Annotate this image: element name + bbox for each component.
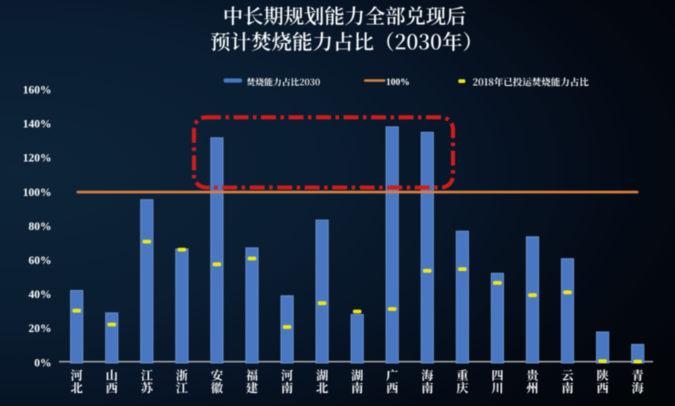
svg-text:20%: 20%: [29, 323, 52, 335]
svg-text:100%: 100%: [23, 187, 52, 199]
svg-text:80%: 80%: [29, 221, 52, 233]
svg-text:40%: 40%: [29, 289, 52, 301]
svg-text:0%: 0%: [34, 357, 51, 369]
svg-text:100%: 100%: [386, 78, 410, 88]
svg-text:60%: 60%: [29, 255, 52, 267]
svg-text:120%: 120%: [23, 153, 52, 165]
svg-text:140%: 140%: [23, 119, 52, 131]
svg-text:160%: 160%: [23, 85, 52, 97]
